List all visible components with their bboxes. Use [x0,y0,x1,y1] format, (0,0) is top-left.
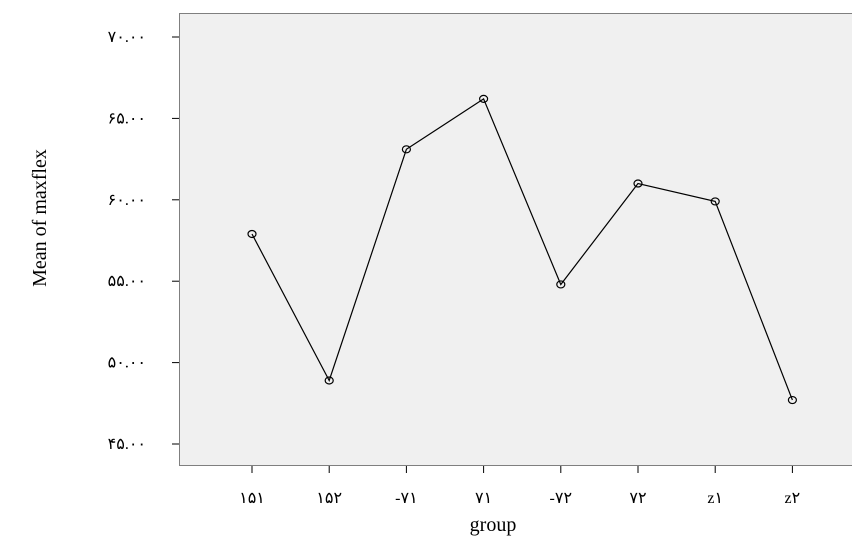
y-tick-label: ۴۵.۰۰ [108,436,146,453]
y-tick-label: ۶۰.۰۰ [108,192,146,209]
x-tick-label: ۷۲ [629,490,646,507]
x-tick-label: z۱ [707,490,723,507]
data-point-marker [324,376,334,385]
data-point-marker [247,229,257,239]
data-point-marker [633,179,643,188]
x-tick-label: ۱۵۲ [316,490,342,507]
data-point-marker [556,280,566,289]
y-tick-label: ۷۰.۰۰ [108,29,146,46]
x-axis-title: group [470,514,517,536]
x-tick-label: ۷۱ [475,490,492,507]
y-tick-label: ۵۵.۰۰ [108,273,146,290]
series-line [251,98,793,401]
y-axis: ۴۵.۰۰ ۵۰.۰۰ ۵۵.۰۰ ۶۰.۰۰ ۶۵.۰۰ ۷۰.۰۰ [108,29,179,453]
x-tick-label: ۱۵۱ [239,490,265,507]
y-axis-title: Mean of maxflex [29,149,51,287]
x-tick-label: -۷۱ [395,490,418,507]
x-tick-label: z۲ [785,490,801,507]
y-tick-label: ۶۵.۰۰ [108,110,146,127]
data-point-marker [401,145,411,154]
data-point-marker [787,395,798,405]
x-tick-label: -۷۲ [550,490,573,507]
data-point-marker [710,197,720,206]
plot-area [179,13,852,466]
data-series [247,94,798,405]
data-point-marker [479,94,489,103]
y-tick-label: ۵۰.۰۰ [108,355,146,372]
x-axis: ۱۵۱ ۱۵۲ -۷۱ ۷۱ -۷۲ ۷۲ z۱ z۲ [239,466,800,507]
